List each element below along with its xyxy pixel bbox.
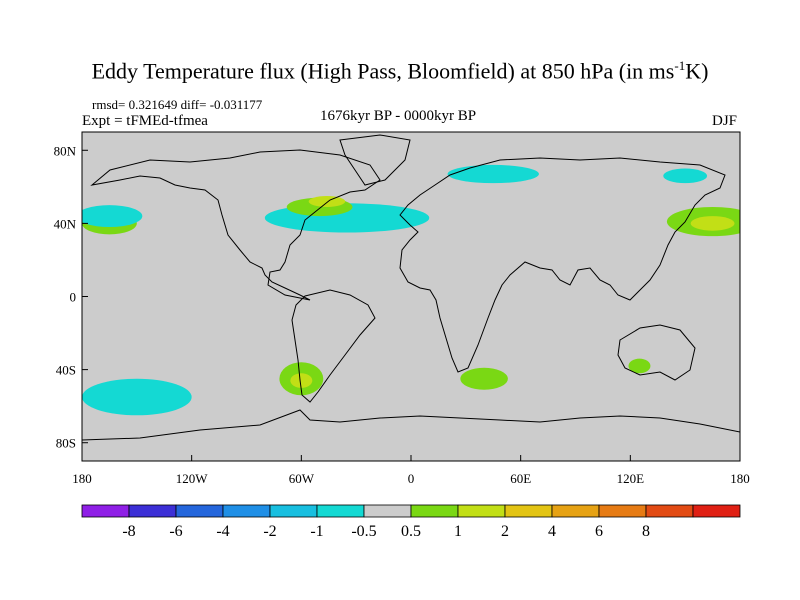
latitude-axis: 80N 40N 0 40S 80S bbox=[54, 143, 88, 451]
colorbar-swatch bbox=[175, 504, 224, 518]
contour-region-10 bbox=[290, 373, 313, 388]
coastline-north-america bbox=[90, 149, 381, 301]
colorbar-swatch bbox=[269, 504, 318, 518]
colorbar-swatch bbox=[81, 504, 130, 518]
colorbar-swatch bbox=[457, 504, 506, 518]
colorbar-label: -0.5 bbox=[351, 523, 376, 540]
coastline-eurasia-africa bbox=[399, 157, 726, 373]
colorbar-label: 4 bbox=[548, 523, 556, 540]
colorbar-swatch bbox=[551, 504, 600, 518]
lon-tick-label: 60W bbox=[289, 471, 315, 486]
contour-region-11 bbox=[460, 367, 508, 390]
lon-tick-label: 180 bbox=[72, 471, 92, 486]
colorbar-swatch bbox=[316, 504, 365, 518]
colorbar-label: -4 bbox=[216, 523, 229, 540]
colorbar-label: -2 bbox=[263, 523, 276, 540]
colorbar-label: 0.5 bbox=[401, 523, 421, 540]
lon-tick-label: 120W bbox=[176, 471, 209, 486]
longitude-axis: 180 120W 60W 0 60E 120E 180 bbox=[72, 455, 750, 486]
colorbar-swatch bbox=[222, 504, 271, 518]
colorbar-swatch bbox=[128, 504, 177, 518]
experiment-label: Expt = tFMEd-tfmea bbox=[82, 113, 208, 129]
lon-tick-label: 60E bbox=[510, 471, 531, 486]
contour-region-2 bbox=[308, 195, 346, 207]
contour-region-3 bbox=[447, 164, 539, 184]
contour-region-4 bbox=[663, 168, 708, 184]
lon-tick-label: 120E bbox=[617, 471, 645, 486]
colorbar-swatch bbox=[410, 504, 459, 518]
colorbar-label: 6 bbox=[595, 523, 603, 540]
contour-region-8 bbox=[82, 205, 143, 228]
coastline-antarctica bbox=[82, 409, 740, 441]
colorbar: -8 -6 -4 -2 -1 -0.5 0.5 1 2 4 6 8 bbox=[81, 504, 741, 540]
colorbar-swatch bbox=[363, 504, 412, 518]
colorbar-label: -8 bbox=[122, 523, 135, 540]
map-background bbox=[82, 132, 740, 461]
colorbar-label: 8 bbox=[642, 523, 650, 540]
period-label: 1676kyr BP - 0000kyr BP bbox=[320, 108, 477, 124]
contour-region-12 bbox=[628, 358, 651, 374]
coastlines bbox=[82, 134, 740, 441]
colorbar-label: 2 bbox=[501, 523, 509, 540]
lon-tick-label: 0 bbox=[408, 471, 415, 486]
contour-region-6 bbox=[690, 216, 735, 231]
coastline-greenland bbox=[339, 134, 411, 186]
coastline-australia bbox=[617, 324, 696, 381]
contour-layer bbox=[82, 164, 740, 416]
colorbar-label: 1 bbox=[454, 523, 462, 540]
colorbar-swatch bbox=[598, 504, 647, 518]
contour-region-13 bbox=[82, 378, 192, 416]
colorbar-label: -1 bbox=[310, 523, 323, 540]
colorbar-label: -6 bbox=[169, 523, 182, 540]
coastline-south-america bbox=[291, 289, 376, 403]
lat-tick-label: 0 bbox=[70, 290, 77, 305]
lat-tick-label: 40S bbox=[56, 363, 76, 378]
colorbar-swatch bbox=[692, 504, 741, 518]
lat-tick-label: 80S bbox=[56, 436, 76, 451]
lat-tick-label: 40N bbox=[54, 216, 77, 231]
lon-tick-label: 180 bbox=[730, 471, 750, 486]
lat-tick-label: 80N bbox=[54, 143, 77, 158]
colorbar-swatch bbox=[504, 504, 553, 518]
rmsd-diff-stats: rmsd= 0.321649 diff= -0.031177 bbox=[92, 97, 263, 112]
season-label: DJF bbox=[712, 113, 738, 129]
map-title: Eddy Temperature flux (High Pass, Bloomf… bbox=[91, 58, 709, 84]
colorbar-swatch bbox=[645, 504, 694, 518]
